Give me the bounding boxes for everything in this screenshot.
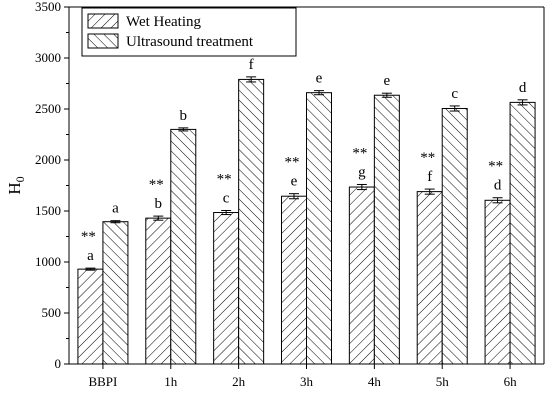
bar-wet-heating-5h xyxy=(416,191,443,365)
bar-ultrasound-2h xyxy=(238,78,265,365)
y-tick-label: 3500 xyxy=(35,0,61,14)
significance-letter: g xyxy=(358,164,366,180)
x-tick-label: 3h xyxy=(300,374,314,389)
significance-letter: a xyxy=(112,201,119,217)
significance-stars: ** xyxy=(352,145,367,161)
significance-letter: a xyxy=(87,248,94,264)
y-tick-label: 2500 xyxy=(35,101,61,116)
significance-letter: e xyxy=(316,71,323,87)
significance-letter: e xyxy=(291,174,298,190)
y-tick-label: 1500 xyxy=(35,203,61,218)
bar-ultrasound-5h xyxy=(441,107,468,365)
significance-letter: c xyxy=(223,190,230,206)
x-tick-label: 4h xyxy=(368,374,382,389)
significance-stars: ** xyxy=(217,171,232,187)
y-tick-label: 0 xyxy=(55,356,62,371)
y-tick-label: 500 xyxy=(42,305,62,320)
significance-letter: d xyxy=(494,178,502,194)
x-tick-label: 5h xyxy=(436,374,450,389)
significance-letter: c xyxy=(451,86,458,102)
y-axis-label: H0 xyxy=(5,176,27,194)
significance-stars: ** xyxy=(420,150,435,166)
significance-letter: d xyxy=(519,80,527,96)
legend-label: Ultrasound treatment xyxy=(126,34,254,50)
significance-stars: ** xyxy=(149,177,164,193)
significance-letter: f xyxy=(427,169,432,185)
significance-letter: f xyxy=(249,57,254,73)
significance-letter: b xyxy=(155,196,163,212)
x-tick-label: 2h xyxy=(232,374,246,389)
y-tick-label: 2000 xyxy=(35,152,61,167)
bar-wet-heating-4h xyxy=(348,186,375,365)
bar-wet-heating-3h xyxy=(281,195,307,365)
significance-stars: ** xyxy=(285,155,300,171)
bar-ultrasound-3h xyxy=(306,92,332,365)
bar-wet-heating-2h xyxy=(213,212,240,365)
x-tick-label: 1h xyxy=(164,374,178,389)
bar-wet-heating-BBPI xyxy=(77,268,104,365)
x-tick-label: 6h xyxy=(504,374,518,389)
y-tick-label: 1000 xyxy=(35,254,61,269)
bar-ultrasound-1h xyxy=(170,128,197,365)
bar-ultrasound-6h xyxy=(509,101,536,365)
significance-letter: e xyxy=(384,73,391,89)
bar-wet-heating-1h xyxy=(145,217,172,365)
legend-label: Wet Heating xyxy=(126,14,202,30)
bar-ultrasound-4h xyxy=(373,94,400,365)
legend-swatch xyxy=(87,33,119,49)
significance-letter: b xyxy=(180,108,188,124)
bar-wet-heating-6h xyxy=(484,199,511,365)
significance-stars: ** xyxy=(81,229,96,245)
significance-stars: ** xyxy=(488,159,503,175)
y-tick-label: 3000 xyxy=(35,50,61,65)
legend-swatch xyxy=(87,13,119,29)
bar-ultrasound-BBPI xyxy=(102,221,129,365)
x-tick-label: BBPI xyxy=(88,374,117,389)
